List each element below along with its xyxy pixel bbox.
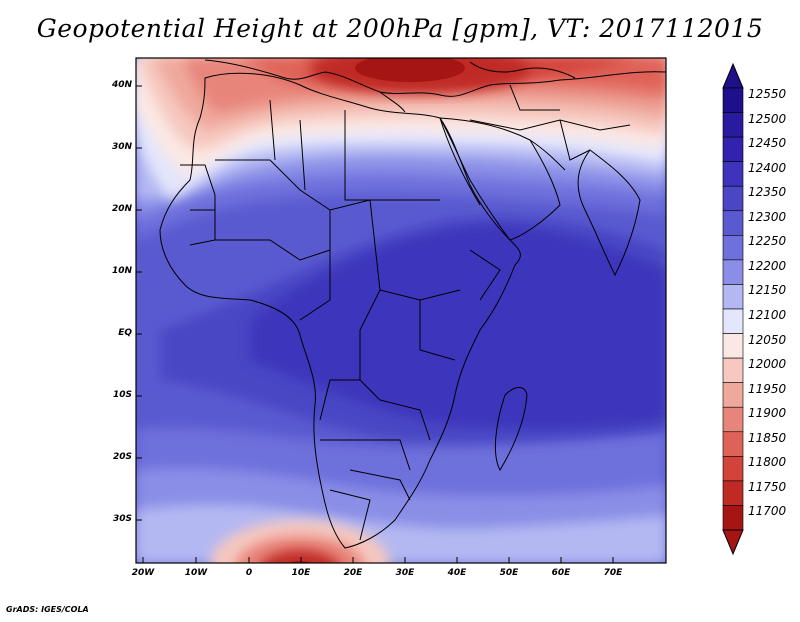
- colorbar-swatch: [722, 382, 744, 408]
- lat-label-40n: 40N: [111, 80, 132, 90]
- axis-ticks: [136, 85, 614, 563]
- colorbar-label: 12400: [748, 160, 787, 175]
- lat-label-10n: 10N: [111, 266, 132, 276]
- lat-label-20s: 20S: [112, 452, 132, 462]
- lon-label-10w: 10W: [184, 568, 208, 578]
- colorbar-label: 11800: [748, 455, 787, 470]
- colorbar-label: 12100: [748, 308, 787, 322]
- colorbar-swatch: [722, 136, 744, 162]
- colorbar-swatch: [722, 284, 744, 310]
- colorbar-bottom-arrow: [722, 529, 744, 556]
- lon-label-20e: 20E: [343, 568, 363, 578]
- colorbar-label: 12350: [748, 185, 787, 200]
- colorbar-swatch: [722, 235, 744, 261]
- colorbar-label: 12200: [748, 258, 787, 273]
- colorbar-label: 11850: [748, 430, 787, 445]
- chart-title: Geopotential Height at 200hPa [gpm], VT:…: [36, 14, 764, 43]
- lon-label-10e: 10E: [291, 568, 311, 578]
- grads-credit: GrADS: IGES/COLA: [6, 605, 89, 614]
- lon-label-20w: 20W: [131, 568, 155, 578]
- colorbar-swatch: [722, 357, 744, 383]
- colorbar-swatch: [722, 406, 744, 433]
- lon-label-60e: 60E: [551, 568, 571, 578]
- colorbar-label: 11750: [748, 479, 787, 494]
- colorbar-label: 12450: [748, 136, 787, 151]
- lat-label-20n: 20N: [111, 204, 132, 214]
- colorbar-swatch: [722, 333, 744, 359]
- lat-label-10s: 10S: [112, 390, 132, 400]
- colorbar-label: 12550: [748, 87, 787, 101]
- colorbar-swatch: [722, 185, 744, 212]
- lon-label-30e: 30E: [395, 568, 415, 578]
- lon-label-70e: 70E: [603, 568, 623, 578]
- colorbar-swatch: [722, 87, 744, 113]
- coastlines: [159, 59, 666, 549]
- lon-label-40e: 40E: [447, 568, 467, 578]
- height-field: [136, 58, 666, 563]
- colorbar-swatch: [722, 456, 744, 482]
- colorbar: [722, 62, 744, 556]
- colorbar-label: 12500: [748, 111, 787, 126]
- colorbar-swatch: [722, 480, 744, 506]
- colorbar-swatch: [722, 505, 744, 531]
- colorbar-swatch: [722, 259, 744, 285]
- colorbar-label: 11900: [748, 406, 787, 421]
- colorbar-label: 12300: [748, 209, 787, 224]
- colorbar-label: 11700: [748, 504, 787, 519]
- lat-label-eq: EQ: [118, 328, 132, 338]
- colorbar-label: 12050: [748, 332, 787, 347]
- colorbar-label: 11950: [748, 381, 787, 396]
- lon-label-0: 0: [245, 568, 253, 578]
- colorbar-top-arrow: [722, 62, 744, 89]
- colorbar-label: 12000: [748, 357, 787, 372]
- map-frame: [135, 57, 667, 564]
- colorbar-swatch: [722, 431, 744, 457]
- colorbar-swatch: [722, 161, 744, 187]
- colorbar-swatch: [722, 308, 744, 334]
- colorbar-swatch: [722, 112, 744, 138]
- colorbar-label: 12250: [748, 234, 787, 249]
- colorbar-swatch: [722, 210, 744, 236]
- lon-label-50e: 50E: [499, 568, 519, 578]
- colorbar-label: 12150: [748, 283, 787, 298]
- lat-label-30s: 30S: [112, 514, 132, 524]
- lat-label-30n: 30N: [111, 142, 132, 152]
